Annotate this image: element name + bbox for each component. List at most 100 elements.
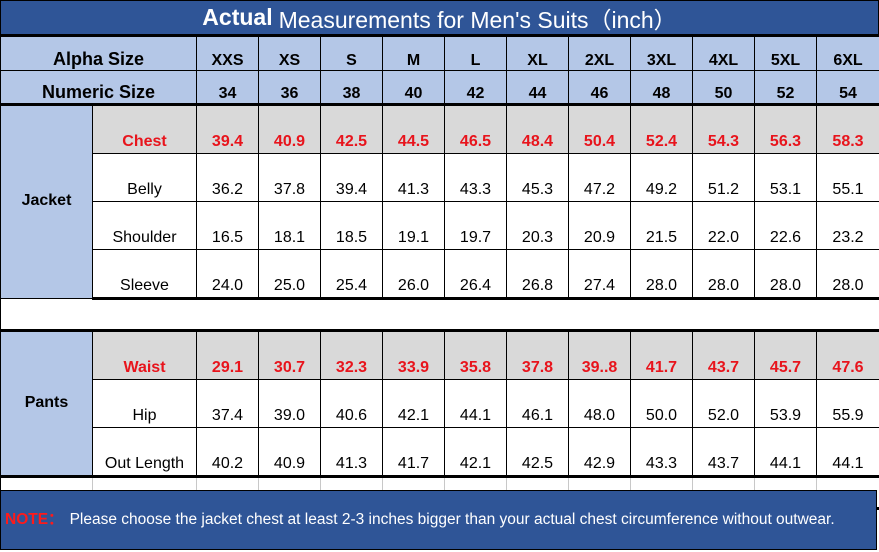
measurement-cell: 26.4: [444, 249, 507, 300]
alpha-size-cell: 5XL: [754, 36, 817, 71]
alpha-size-cell: 4XL: [692, 36, 755, 71]
measurement-cell: 20.3: [506, 201, 569, 250]
measurement-cell: 41.7: [382, 427, 445, 477]
numeric-size-cell: 46: [568, 70, 631, 106]
measurement-cell: 43.7: [692, 329, 755, 380]
measurement-cell: 35.8: [444, 329, 507, 380]
alpha-size-cell: 3XL: [630, 36, 693, 71]
measurement-cell: 42.1: [382, 379, 445, 428]
measurement-cell: 28.0: [816, 249, 879, 300]
pants-waist-row: Pants Waist 29.1 30.7 32.3 33.9 35.8 37.…: [0, 329, 879, 477]
measurement-cell: 47.6: [816, 329, 879, 380]
metric-label: Out Length: [92, 427, 197, 477]
pants-section-label: Pants: [0, 329, 93, 477]
jacket-section-label: Jacket: [0, 104, 93, 299]
metric-label: Waist: [92, 329, 197, 380]
title-bold: Actual: [202, 4, 273, 30]
measurement-cell: 47.2: [568, 153, 631, 202]
measurement-cell: 42.5: [506, 427, 569, 477]
empty-cell: [816, 298, 879, 331]
measurement-cell: 56.3: [754, 104, 817, 154]
measurement-cell: 58.3: [816, 104, 879, 154]
measurement-cell: 41.7: [630, 329, 693, 380]
spacer-row: [0, 298, 879, 331]
measurement-cell: 53.1: [754, 153, 817, 202]
measurement-cell: 49.2: [630, 153, 693, 202]
alpha-size-cell: 2XL: [568, 36, 631, 71]
measurement-cell: 45.3: [506, 153, 569, 202]
measurement-cell: 40.9: [258, 427, 321, 477]
measurement-cell: 36.2: [196, 153, 259, 202]
measurement-cell: 44.1: [754, 427, 817, 477]
measurement-cell: 41.3: [320, 427, 383, 477]
jacket-sleeve-row: Sleeve 24.0 25.0 25.4 26.0 26.4 26.8 27.…: [1, 249, 879, 300]
measurement-cell: 37.8: [258, 153, 321, 202]
measurement-cell: 40.9: [258, 104, 321, 154]
measurement-cell: 24.0: [196, 249, 259, 300]
measurement-cell: 33.9: [382, 329, 445, 380]
numeric-size-cell: 40: [382, 70, 445, 106]
measurement-cell: 52.4: [630, 104, 693, 154]
chart-title: Actual Measurements for Men's Suits（inch…: [0, 0, 879, 37]
jacket-chest-row: Jacket Chest 39.4 40.9 42.5 44.5 46.5 48…: [0, 104, 879, 299]
numeric-size-cell: 48: [630, 70, 693, 106]
measurement-cell: 28.0: [754, 249, 817, 300]
measurement-cell: 42.9: [568, 427, 631, 477]
numeric-size-cell: 52: [754, 70, 817, 106]
measurement-cell: 43.3: [630, 427, 693, 477]
measurement-cell: 53.9: [754, 379, 817, 428]
measurement-cell: 28.0: [692, 249, 755, 300]
alpha-size-cell: S: [320, 36, 383, 71]
numeric-size-cell: 50: [692, 70, 755, 106]
numeric-size-cell: 34: [196, 70, 259, 106]
measurement-cell: 44.1: [444, 379, 507, 428]
measurement-cell: 55.9: [816, 379, 879, 428]
title-rest: Measurements for Men's Suits（inch）: [278, 6, 677, 33]
measurement-cell: 37.8: [506, 329, 569, 380]
measurement-cell: 44.1: [816, 427, 879, 477]
measurement-cell: 40.2: [196, 427, 259, 477]
measurement-cell: 23.2: [816, 201, 879, 250]
metric-label: Hip: [92, 379, 197, 428]
measurement-cell: 41.3: [382, 153, 445, 202]
alpha-size-cell: L: [444, 36, 507, 71]
numeric-size-cell: 54: [816, 70, 879, 106]
measurement-cell: 16.5: [196, 201, 259, 250]
numeric-size-cell: 36: [258, 70, 321, 106]
numeric-size-cell: 42: [444, 70, 507, 106]
measurement-cell: 18.5: [320, 201, 383, 250]
measurement-cell: 20.9: [568, 201, 631, 250]
jacket-shoulder-row: Shoulder 16.5 18.1 18.5 19.1 19.7 20.3 2…: [1, 201, 879, 250]
measurement-cell: 28.0: [630, 249, 693, 300]
measurement-cell: 44.5: [382, 104, 445, 154]
metric-label: Sleeve: [92, 249, 197, 300]
pants-hip-row: Hip 37.4 39.0 40.6 42.1 44.1 46.1 48.0 5…: [1, 379, 879, 428]
metric-label: Chest: [92, 104, 197, 154]
measurement-cell: 45.7: [754, 329, 817, 380]
measurement-cell: 25.0: [258, 249, 321, 300]
numeric-size-cell: 38: [320, 70, 383, 106]
measurement-cell: 51.2: [692, 153, 755, 202]
numeric-size-row: Numeric Size 34 36 38 40 42 44 46 48 50 …: [0, 70, 879, 106]
measurement-cell: 27.4: [568, 249, 631, 300]
measurement-cell: 43.3: [444, 153, 507, 202]
measurement-cell: 42.1: [444, 427, 507, 477]
measurement-cell: 19.1: [382, 201, 445, 250]
measurement-cell: 39..8: [568, 329, 631, 380]
alpha-size-cell: XL: [506, 36, 569, 71]
measurement-cell: 37.4: [196, 379, 259, 428]
numeric-size-label: Numeric Size: [0, 70, 197, 106]
note-box: NOTE： Please choose the jacket chest at l…: [0, 490, 877, 550]
measurement-cell: 22.6: [754, 201, 817, 250]
measurement-cell: 32.3: [320, 329, 383, 380]
measurement-cell: 21.5: [630, 201, 693, 250]
measurement-cell: 54.3: [692, 104, 755, 154]
measurement-cell: 42.5: [320, 104, 383, 154]
measurement-cell: 48.0: [568, 379, 631, 428]
note-label: NOTE：: [5, 511, 64, 528]
alpha-size-cell: XXS: [196, 36, 259, 71]
alpha-size-cell: 6XL: [816, 36, 879, 71]
measurement-cell: 39.0: [258, 379, 321, 428]
measurement-cell: 46.1: [506, 379, 569, 428]
measurement-cell: 19.7: [444, 201, 507, 250]
